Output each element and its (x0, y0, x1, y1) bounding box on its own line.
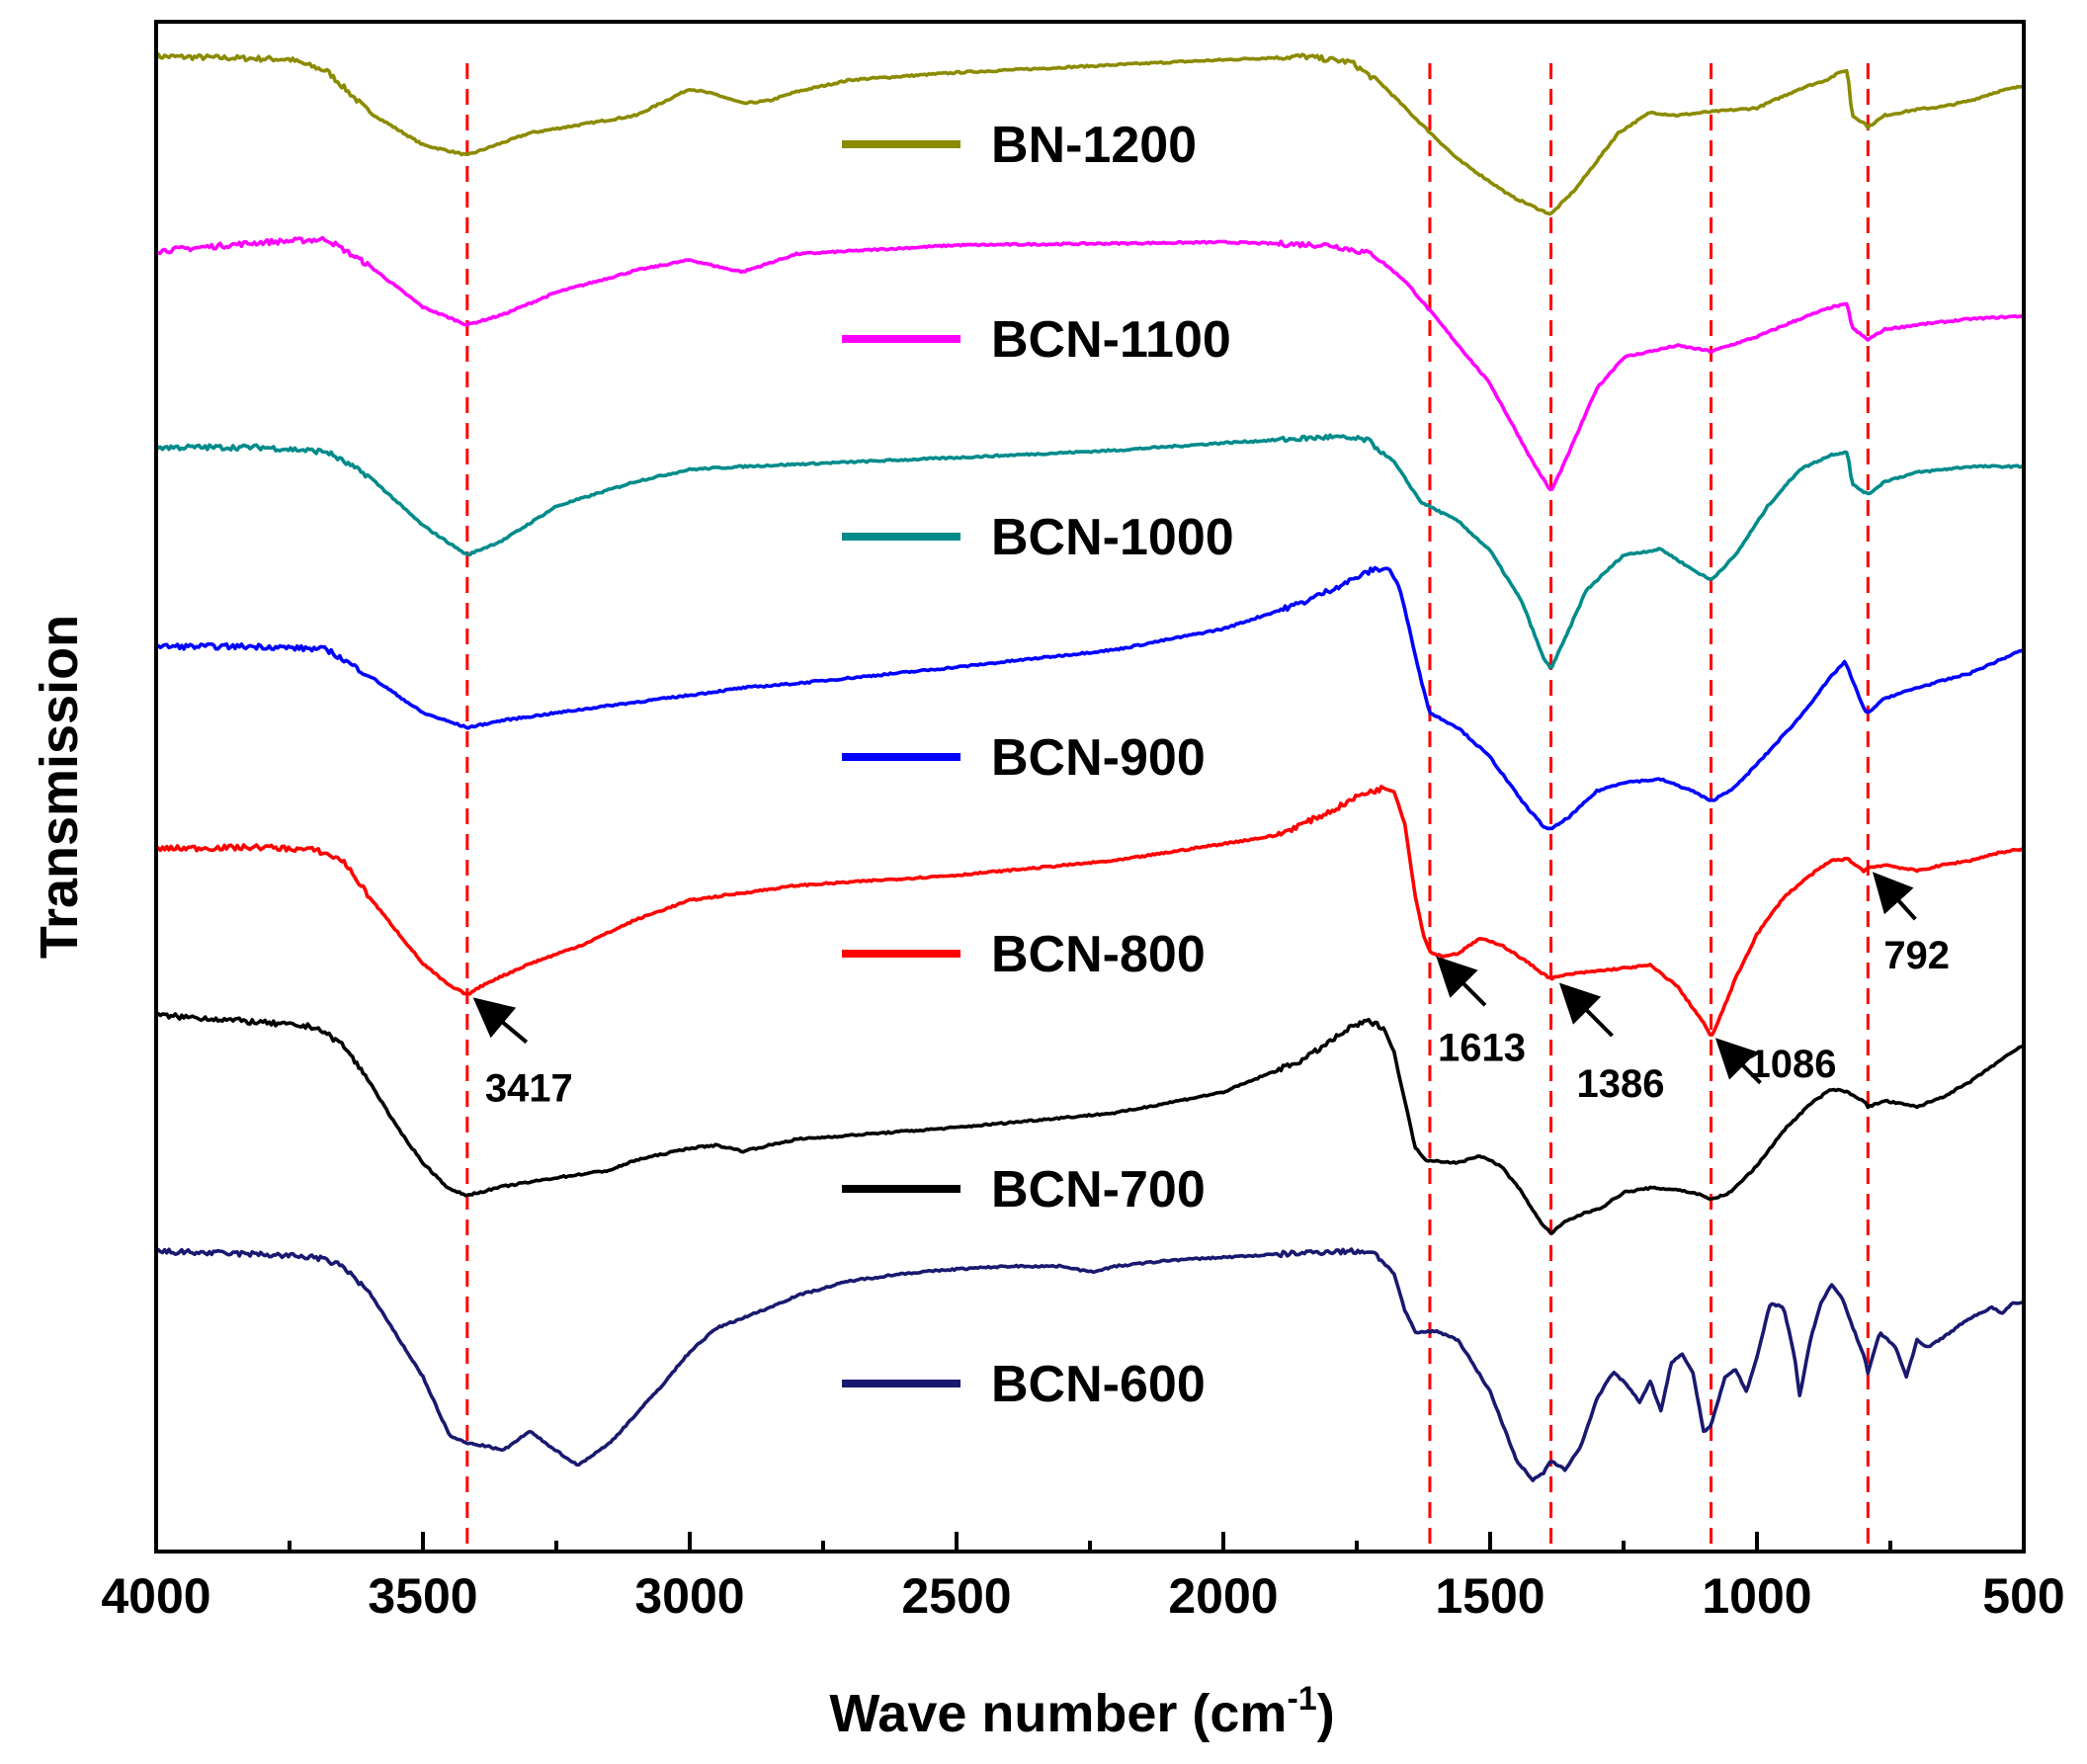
annotation-label-3417: 3417 (485, 1067, 573, 1111)
annotation-label-1613: 1613 (1438, 1026, 1526, 1069)
legend-label-bcn-600: BCN-600 (991, 1356, 1206, 1413)
y-axis-title: Transmission (30, 615, 89, 959)
annotation-arrow-1086 (1714, 1038, 1762, 1085)
series-line-bcn-1000 (156, 433, 2024, 670)
reference-lines (465, 63, 1870, 1552)
legend: BN-1200 BCN-1100 BCN-1000 BCN-900 BCN-800 BCN… (842, 117, 1234, 1413)
annotation-arrow-1613 (1436, 956, 1487, 1007)
series-line-bcn-1100 (156, 235, 2024, 492)
x-axis-title-close: ) (1317, 1684, 1335, 1743)
legend-label-bcn-900: BCN-900 (991, 729, 1206, 787)
x-axis-title-sup: -1 (1287, 1680, 1316, 1718)
x-tick-label-3500: 3500 (368, 1568, 477, 1624)
annotation-label-792: 792 (1883, 934, 1950, 977)
x-tick-label-1500: 1500 (1435, 1568, 1544, 1624)
legend-label-bcn-800: BCN-800 (991, 926, 1206, 983)
series-line-bcn-900 (156, 565, 2024, 831)
x-tick-label-3000: 3000 (634, 1568, 744, 1624)
annotation-arrow-792 (1872, 872, 1917, 921)
annotation-arrow-3417 (472, 997, 529, 1045)
annotation-arrow-1386 (1558, 982, 1614, 1038)
x-axis-title: Wave number (cm-1) (829, 1680, 1334, 1743)
series-group (156, 52, 2024, 1482)
series-line-bcn-800 (156, 785, 2024, 1037)
x-tick-label-500: 500 (1982, 1568, 2064, 1624)
series-line-bcn-700 (156, 1012, 2024, 1235)
annotation-label-1086: 1086 (1749, 1043, 1837, 1086)
legend-label-bcn-1100: BCN-1100 (991, 311, 1231, 369)
x-axis-title-main: Wave number (cm (829, 1684, 1287, 1743)
x-axis: 4000 3500 3000 2500 2000 1500 1000 500 (101, 1532, 2065, 1624)
x-tick-label-2000: 2000 (1168, 1568, 1278, 1624)
legend-label-bcn-1000: BCN-1000 (991, 509, 1234, 566)
series-line-bcn-600 (156, 1247, 2024, 1482)
legend-label-bcn-700: BCN-700 (991, 1161, 1206, 1218)
annotations: 3417 1613 1386 1086 792 (472, 872, 1950, 1111)
x-tick-label-2500: 2500 (901, 1568, 1011, 1624)
x-tick-label-1000: 1000 (1702, 1568, 1811, 1624)
legend-label-bn-1200: BN-1200 (991, 117, 1197, 174)
annotation-label-1386: 1386 (1577, 1062, 1665, 1106)
plot-background (156, 22, 2024, 1552)
series-line-bn-1200 (156, 52, 2024, 216)
x-tick-label-4000: 4000 (101, 1568, 210, 1624)
